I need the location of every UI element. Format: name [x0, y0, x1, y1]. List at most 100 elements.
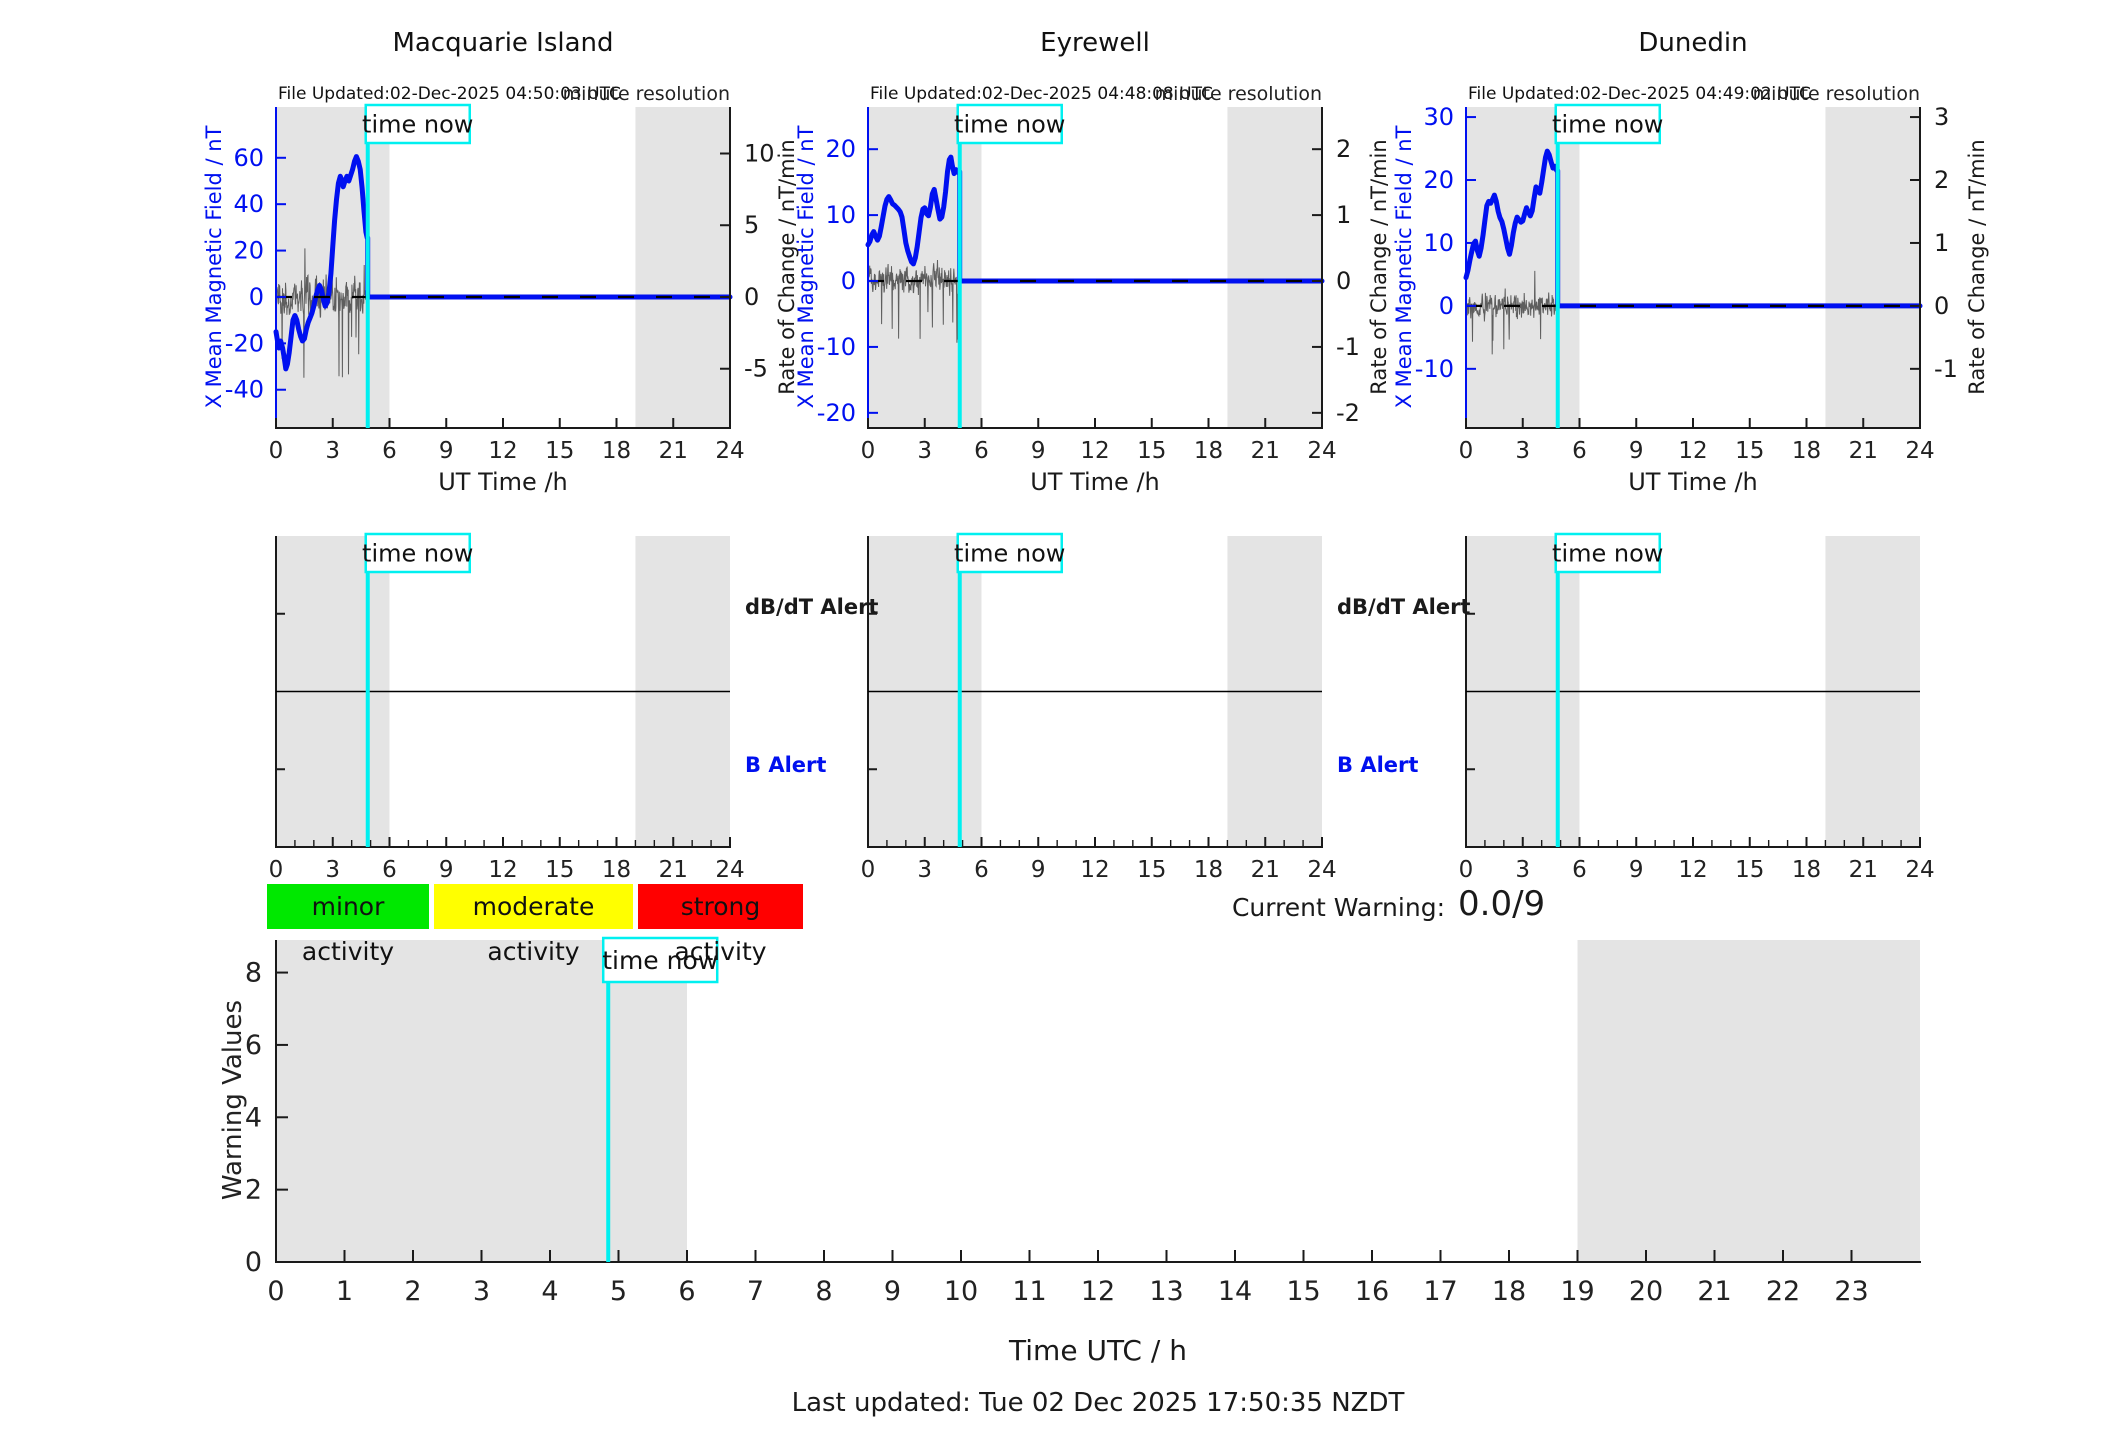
- alert-x-tick-label: 24: [1307, 857, 1336, 883]
- x-axis-label-eyrewell: UT Time /h: [1030, 468, 1160, 496]
- right-tick-label: -2: [1336, 399, 1360, 427]
- warning-x-tick-label: 8: [815, 1276, 832, 1307]
- x-tick-label: 9: [439, 438, 454, 464]
- time-now-box: [956, 103, 1063, 145]
- warning-y-tick-label: 4: [245, 1102, 262, 1133]
- night-shading-band: [1227, 107, 1322, 428]
- right-axis-label-eyrewell: Rate of Change / nT/min: [1367, 139, 1391, 395]
- warning-x-tick-label: 5: [610, 1276, 627, 1307]
- time-now-label: time now: [362, 540, 473, 568]
- warning-x-tick-label: 16: [1355, 1276, 1389, 1307]
- alert-x-tick-label: 12: [488, 857, 517, 883]
- time-utc-axis-label: Time UTC / h: [1009, 1334, 1187, 1367]
- alert-x-tick-label: 6: [974, 857, 989, 883]
- file-updated-macquarie: File Updated:02-Dec-2025 04:50:03 UTC: [278, 84, 621, 104]
- alert-x-tick-label: 24: [1905, 857, 1934, 883]
- alert-x-tick-label: 18: [602, 857, 631, 883]
- x-tick-label: 3: [917, 438, 932, 464]
- file-updated-eyrewell: File Updated:02-Dec-2025 04:48:08 UTC: [870, 84, 1213, 104]
- b-alert-label-macquarie: B Alert: [745, 753, 827, 777]
- alert-x-tick-label: 21: [659, 857, 688, 883]
- x-tick-label: 12: [488, 438, 517, 464]
- x-tick-label: 15: [1137, 438, 1166, 464]
- alert-x-tick-label: 6: [1572, 857, 1587, 883]
- alert-x-tick-label: 9: [1629, 857, 1644, 883]
- night-shading-band: [1577, 940, 1920, 1262]
- last-updated-footer: Last updated: Tue 02 Dec 2025 17:50:35 N…: [791, 1388, 1405, 1418]
- alert-x-tick-label: 3: [917, 857, 932, 883]
- warning-x-tick-label: 4: [541, 1276, 558, 1307]
- time-now-box: [601, 936, 719, 984]
- left-tick-label: 20: [825, 135, 856, 163]
- warning-y-tick-label: 2: [245, 1175, 262, 1206]
- x-tick-label: 12: [1678, 438, 1707, 464]
- warning-x-tick-label: 2: [404, 1276, 421, 1307]
- night-shading-band: [276, 940, 687, 1262]
- right-tick-label: 1: [1336, 201, 1351, 229]
- alert-x-tick-label: 21: [1251, 857, 1280, 883]
- x-axis-label-macquarie: UT Time /h: [438, 468, 568, 496]
- warning-y-tick-label: 8: [245, 958, 262, 989]
- left-tick-label: -40: [225, 376, 264, 404]
- x-tick-label: 18: [602, 438, 631, 464]
- alert-x-tick-label: 3: [325, 857, 340, 883]
- current-warning-label: Current Warning:: [1231, 893, 1445, 922]
- time-now-box: [364, 103, 471, 145]
- x-tick-label: 3: [325, 438, 340, 464]
- right-tick-label: -1: [1934, 355, 1958, 383]
- alert-x-tick-label: 12: [1080, 857, 1109, 883]
- warning-y-tick-label: 6: [245, 1030, 262, 1061]
- left-tick-label: -20: [225, 329, 264, 357]
- time-now-label: time now: [954, 111, 1065, 139]
- left-tick-label: 40: [233, 190, 264, 218]
- x-tick-label: 0: [1459, 438, 1474, 464]
- night-shading-band: [1825, 107, 1920, 428]
- left-tick-label: 10: [1423, 229, 1454, 257]
- time-now-box: [364, 532, 471, 574]
- right-tick-label: 1: [1934, 229, 1949, 257]
- right-tick-label: 2: [1336, 135, 1351, 163]
- x-tick-label: 9: [1031, 438, 1046, 464]
- alert-x-tick-label: 15: [1735, 857, 1764, 883]
- warning-x-tick-label: 14: [1218, 1276, 1252, 1307]
- warning-x-tick-label: 0: [267, 1276, 284, 1307]
- legend-moderate-activity: moderate activity: [434, 884, 633, 966]
- resolution-note-eyrewell: minute resolution: [1154, 83, 1322, 105]
- warning-x-tick-label: 15: [1286, 1276, 1320, 1307]
- alert-x-tick-label: 15: [1137, 857, 1166, 883]
- warning-x-tick-label: 18: [1492, 1276, 1526, 1307]
- left-tick-label: 0: [841, 267, 856, 295]
- warning-x-tick-label: 17: [1423, 1276, 1457, 1307]
- warning-y-tick-label: 0: [245, 1247, 262, 1278]
- warning-x-tick-label: 10: [944, 1276, 978, 1307]
- left-axis-label-eyrewell: X Mean Magnetic Field / nT: [794, 125, 818, 409]
- legend-minor-activity: minor activity: [267, 884, 429, 966]
- time-now-box: [1554, 103, 1661, 145]
- time-now-label: time now: [1552, 540, 1663, 568]
- alert-x-tick-label: 15: [545, 857, 574, 883]
- x-tick-label: 6: [974, 438, 989, 464]
- x-tick-label: 0: [861, 438, 876, 464]
- right-tick-label: 5: [744, 211, 759, 239]
- alert-x-tick-label: 9: [1031, 857, 1046, 883]
- right-tick-label: 0: [744, 283, 759, 311]
- alert-x-tick-label: 6: [382, 857, 397, 883]
- alert-x-tick-label: 9: [439, 857, 454, 883]
- legend-strong-activity: strong activity: [638, 884, 803, 966]
- time-now-label: time now: [602, 946, 718, 975]
- left-tick-label: -10: [1415, 355, 1454, 383]
- alert-x-tick-label: 0: [1459, 857, 1474, 883]
- left-tick-label: 30: [1423, 103, 1454, 131]
- right-axis-label-dunedin: Rate of Change / nT/min: [1965, 139, 1989, 395]
- time-now-label: time now: [362, 111, 473, 139]
- x-tick-label: 21: [659, 438, 688, 464]
- warning-x-tick-label: 19: [1560, 1276, 1594, 1307]
- magnetic-field-line: [865, 154, 1325, 284]
- left-tick-label: 10: [825, 201, 856, 229]
- right-tick-label: 0: [1336, 267, 1351, 295]
- left-tick-label: 60: [233, 144, 264, 172]
- time-now-label: time now: [1552, 111, 1663, 139]
- warning-x-tick-label: 22: [1766, 1276, 1800, 1307]
- night-shading-band: [635, 107, 730, 428]
